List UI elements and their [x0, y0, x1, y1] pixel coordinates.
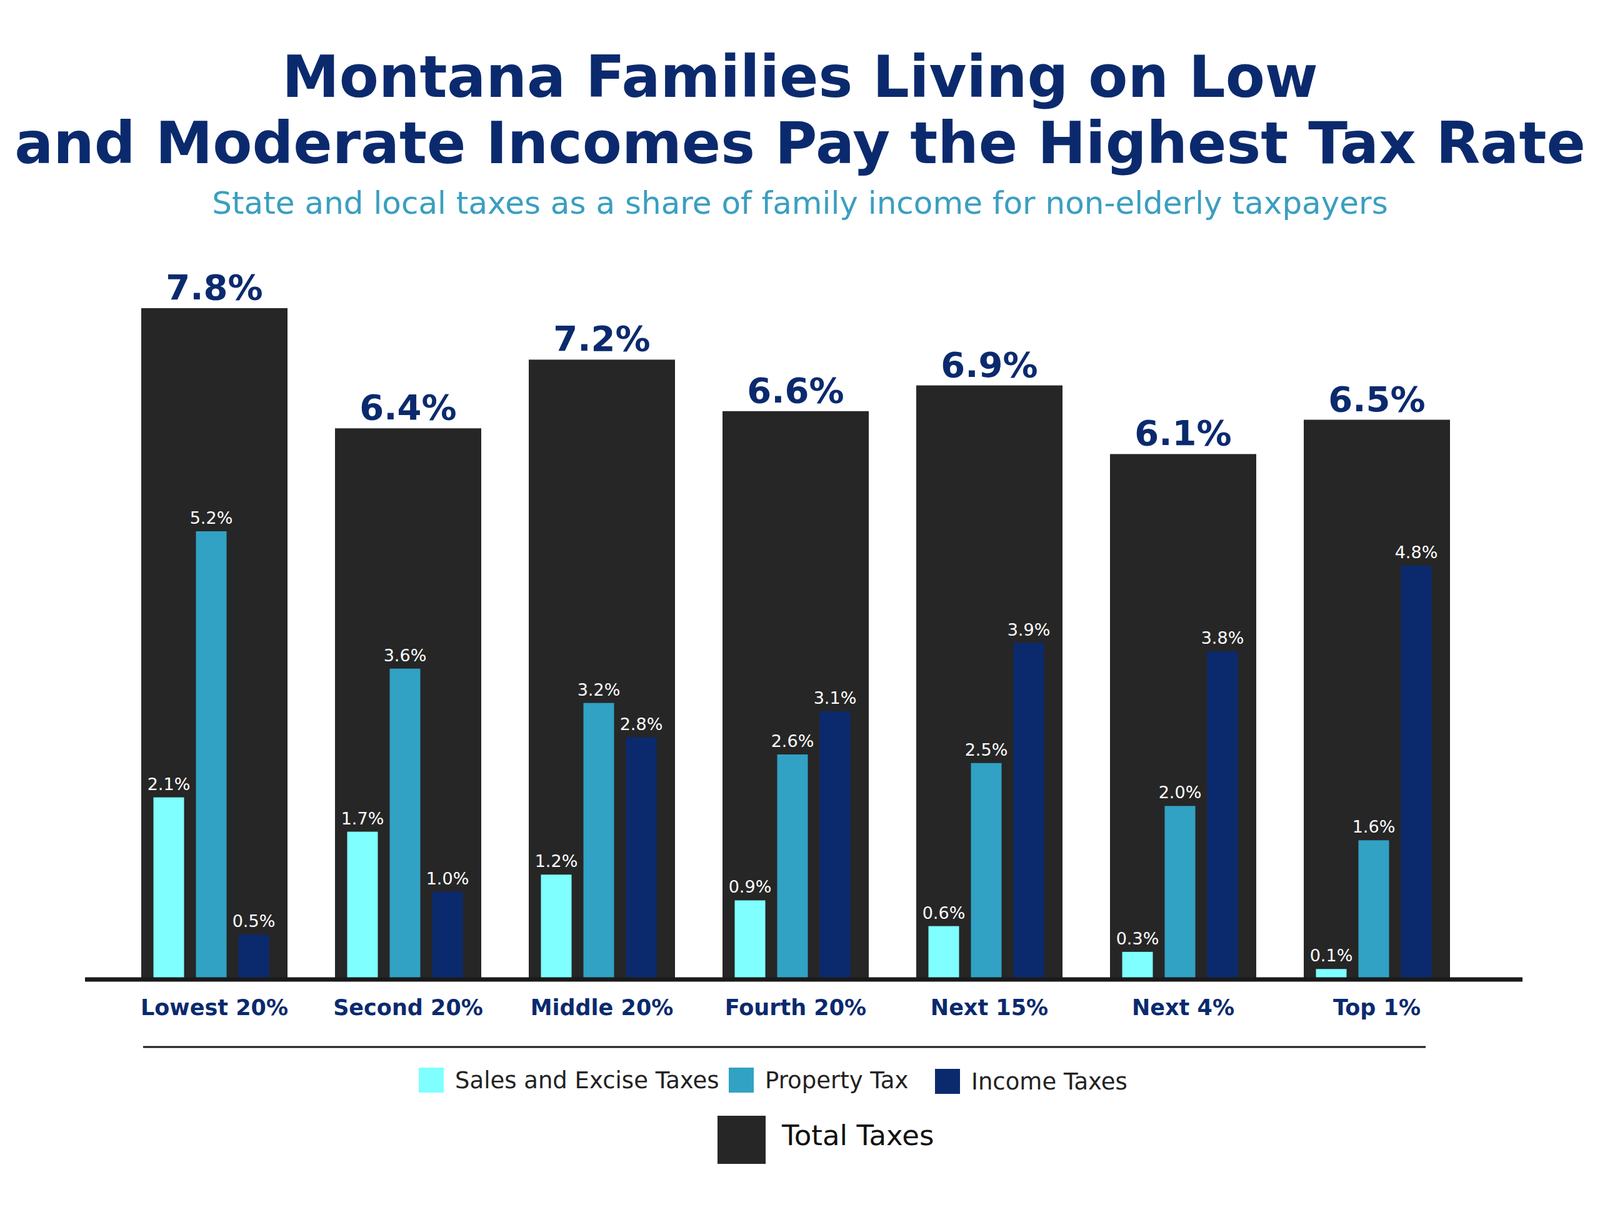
bar-label: 0.6% — [922, 903, 966, 923]
total-bar — [335, 428, 482, 978]
bar — [432, 891, 464, 978]
total-bar — [722, 411, 869, 978]
bar — [1358, 840, 1390, 978]
legend: Sales and Excise Taxes Property Tax Income… — [143, 1046, 1426, 1164]
legend-swatch — [728, 1067, 754, 1093]
bar-label: 2.6% — [771, 731, 815, 751]
legend-swatch — [717, 1115, 766, 1164]
bar — [971, 763, 1002, 978]
bar — [1122, 951, 1154, 978]
bar-label: 4.8% — [1395, 542, 1439, 562]
chart: Montana Families Living on Lowand Modera… — [0, 0, 1600, 1212]
bar-label: 0.1% — [1310, 945, 1354, 965]
total-label: 6.6% — [746, 370, 844, 411]
legend-swatch — [935, 1068, 960, 1094]
bar — [153, 797, 185, 978]
bar — [238, 934, 270, 978]
bar — [1401, 565, 1432, 978]
legend-label: Total Taxes — [781, 1118, 934, 1152]
subtitle: State and local taxes as a share of fami… — [211, 185, 1388, 222]
bar — [1165, 805, 1196, 978]
bar-label: 2.5% — [965, 740, 1009, 760]
bar-label: 3.6% — [383, 645, 427, 665]
bar-label: 1.7% — [341, 808, 385, 829]
x-tick-label: Next 15% — [930, 995, 1049, 1020]
bar — [1013, 643, 1045, 979]
bar — [928, 926, 960, 978]
legend-label: Income Taxes — [971, 1068, 1128, 1095]
bar-label: 0.9% — [728, 876, 772, 897]
bar — [390, 668, 421, 978]
bar-label: 3.2% — [577, 680, 621, 700]
bar-label: 1.0% — [426, 868, 470, 889]
bar-label: 1.6% — [1352, 816, 1396, 837]
total-label: 7.2% — [553, 318, 650, 359]
legend-label: Property Tax — [765, 1066, 909, 1094]
total-label: 6.5% — [1328, 378, 1425, 420]
bar — [1207, 651, 1239, 978]
bar — [820, 711, 851, 978]
bar — [1316, 968, 1347, 978]
background — [0, 0, 1600, 1212]
x-tick-label: Middle 20% — [530, 995, 674, 1020]
x-tick-label: Next 4% — [1131, 995, 1235, 1020]
bar-label: 2.1% — [147, 774, 191, 794]
total-label: 6.4% — [359, 386, 457, 428]
bar — [735, 900, 766, 978]
bar-label: 0.3% — [1116, 928, 1160, 949]
x-tick-label: Lowest 20% — [140, 995, 289, 1020]
bar — [583, 703, 615, 978]
bar-label: 5.2% — [190, 508, 234, 528]
legend-label: Sales and Excise Taxes — [455, 1066, 720, 1094]
data-labels: 7.8% 6.4% 7.2% 6.6% 6.9% 6.1% 6.5% 2.1% 1.7% 1.2%… — [147, 266, 1439, 965]
bar — [196, 531, 227, 978]
marks — [141, 308, 1450, 978]
total-bar — [916, 385, 1063, 978]
bar-label: 0.5% — [232, 911, 276, 931]
bar-label: 3.9% — [1007, 620, 1051, 640]
legend-swatch — [418, 1067, 444, 1093]
total-label: 7.8% — [165, 266, 263, 308]
bar-label: 2.8% — [620, 714, 664, 734]
x-tick-label: Second 20% — [333, 995, 484, 1020]
title: Montana Families Living on Lowand Modera… — [14, 43, 1586, 177]
total-bar — [528, 359, 675, 978]
legend-rule — [143, 1046, 1426, 1049]
total-bar — [141, 308, 288, 978]
bar-label: 3.8% — [1201, 628, 1245, 648]
bar — [626, 737, 657, 978]
bar-label: 2.0% — [1158, 782, 1202, 802]
bar — [347, 831, 379, 978]
total-bar — [1110, 453, 1257, 978]
bar-label: 1.2% — [535, 851, 579, 871]
x-axis — [85, 977, 1523, 982]
bar — [541, 874, 572, 978]
x-tick-label: Top 1% — [1333, 995, 1421, 1020]
total-label: 6.9% — [940, 344, 1038, 385]
total-bar — [1303, 420, 1450, 979]
total-label: 6.1% — [1134, 412, 1232, 454]
title-line: and Moderate Incomes Pay the Highest Tax… — [14, 110, 1586, 177]
bar-label: 3.1% — [813, 688, 857, 708]
title-line: Montana Families Living on Low — [281, 43, 1319, 111]
x-tick-label: Fourth 20% — [725, 995, 867, 1020]
bar — [777, 754, 809, 978]
